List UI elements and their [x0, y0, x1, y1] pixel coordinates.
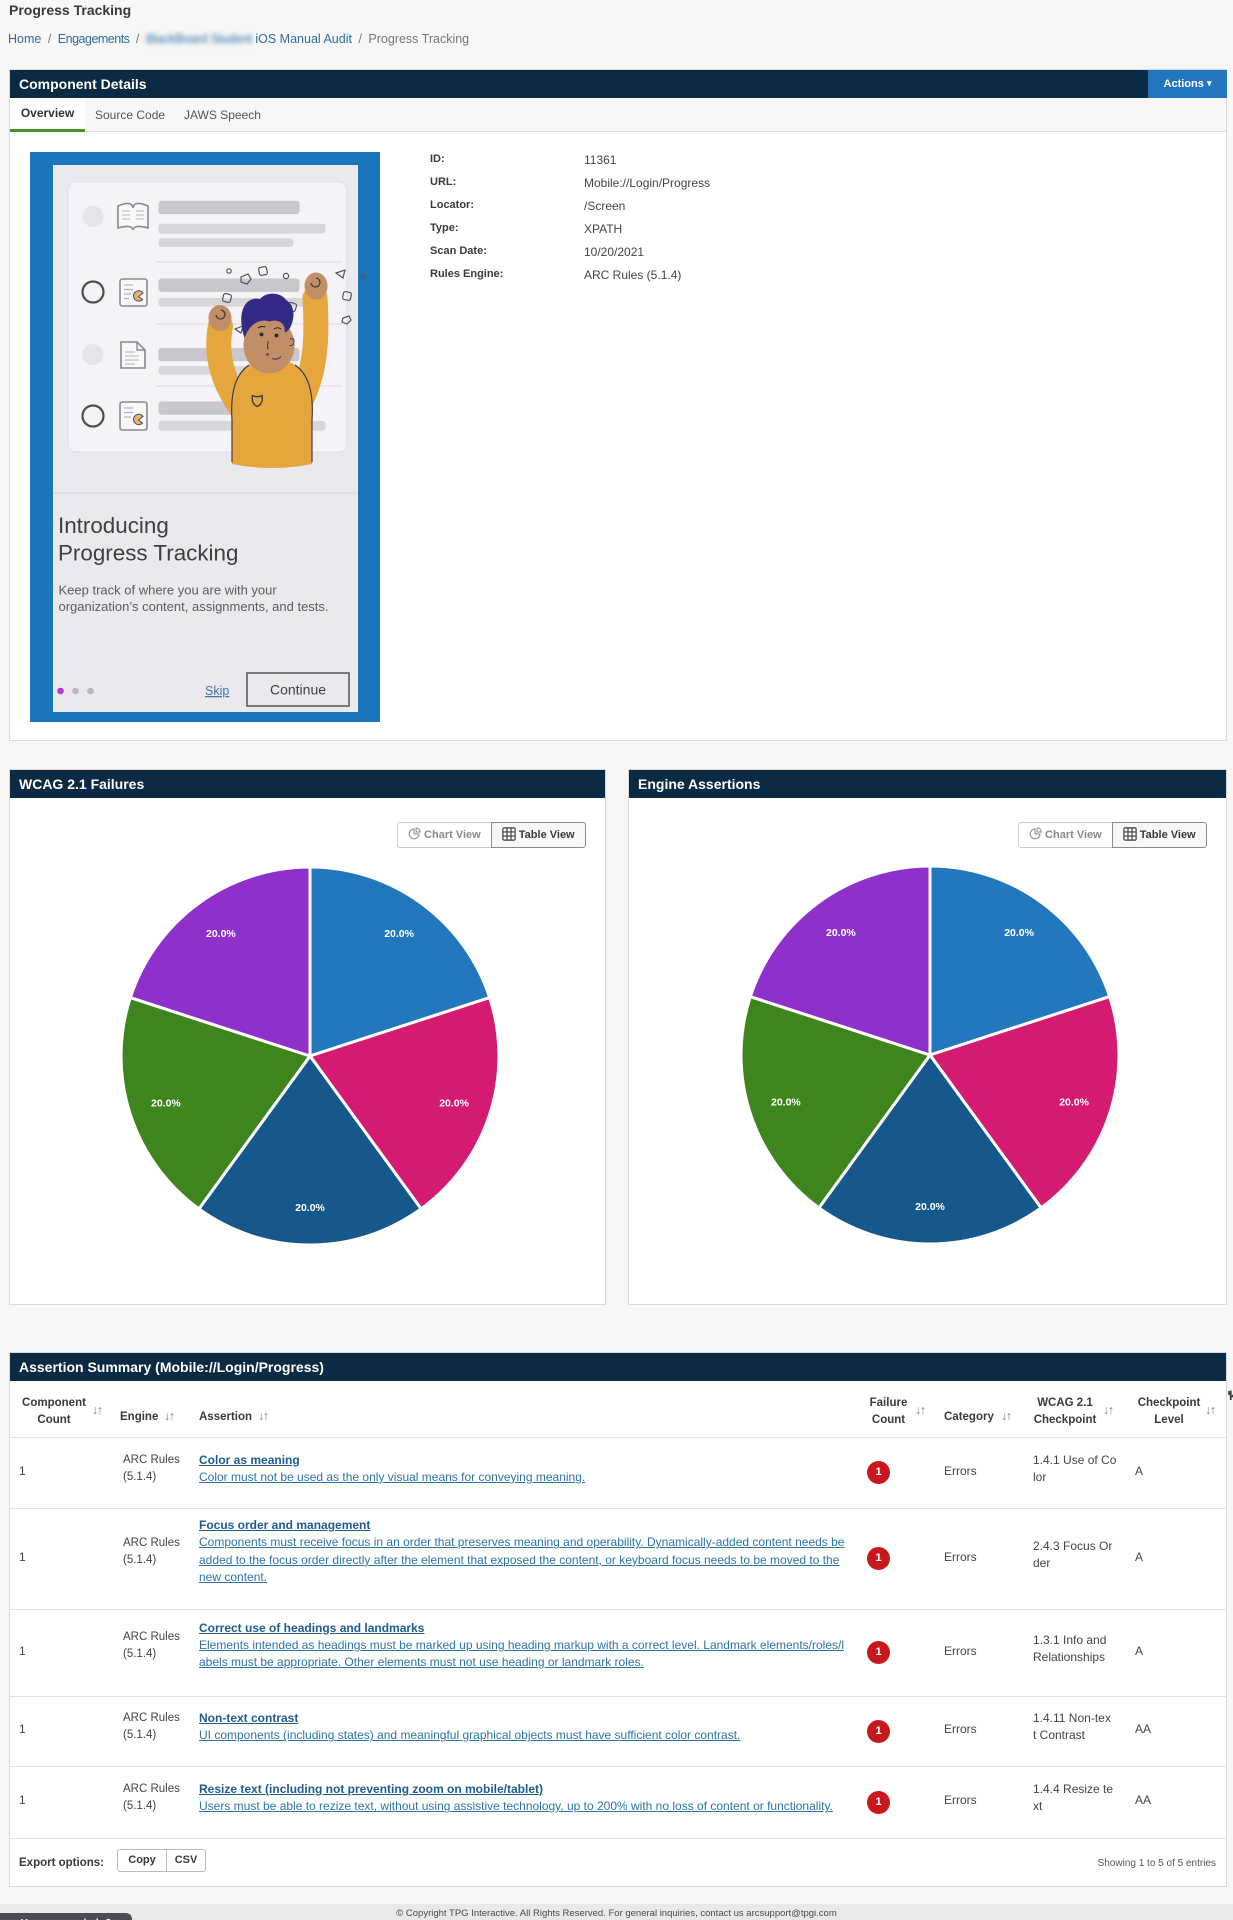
svg-text:20.0%: 20.0%: [1004, 927, 1034, 939]
svg-text:20.0%: 20.0%: [1059, 1097, 1089, 1109]
svg-text:20.0%: 20.0%: [384, 928, 414, 940]
svg-text:Introducing: Introducing: [58, 513, 169, 538]
svg-text:20.0%: 20.0%: [206, 928, 236, 940]
svg-text:Keep track of where you are wi: Keep track of where you are with your: [59, 583, 278, 598]
svg-text:20.0%: 20.0%: [915, 1201, 945, 1213]
svg-text:organization’s content, assign: organization’s content, assignments, and…: [59, 599, 329, 614]
svg-text:Skip: Skip: [205, 684, 229, 698]
svg-text:20.0%: 20.0%: [151, 1098, 181, 1110]
svg-text:Continue: Continue: [270, 682, 326, 698]
svg-text:Progress Tracking: Progress Tracking: [58, 541, 238, 566]
svg-text:20.0%: 20.0%: [295, 1202, 325, 1214]
svg-text:20.0%: 20.0%: [439, 1098, 469, 1110]
svg-text:20.0%: 20.0%: [771, 1097, 801, 1109]
svg-text:20.0%: 20.0%: [826, 927, 856, 939]
